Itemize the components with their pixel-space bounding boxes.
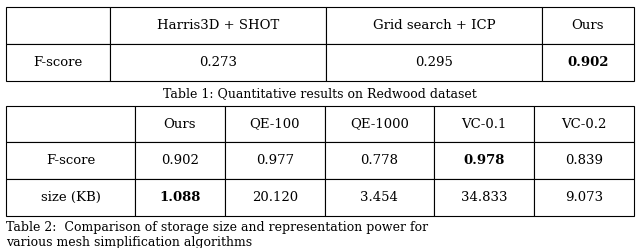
Text: 3.454: 3.454 — [360, 191, 398, 204]
Bar — [541, 7, 634, 44]
Bar — [324, 106, 434, 142]
Text: 1.088: 1.088 — [159, 191, 200, 204]
Text: 0.977: 0.977 — [256, 154, 294, 167]
Bar — [6, 179, 134, 216]
Text: VC-0.2: VC-0.2 — [561, 118, 606, 130]
Bar — [324, 142, 434, 179]
Bar — [225, 142, 324, 179]
Bar — [324, 179, 434, 216]
Text: size (KB): size (KB) — [40, 191, 100, 204]
Bar — [6, 142, 134, 179]
Text: Ours: Ours — [164, 118, 196, 130]
Bar — [134, 106, 225, 142]
Bar — [541, 44, 634, 81]
Bar — [110, 44, 326, 81]
Text: 0.839: 0.839 — [564, 154, 603, 167]
Bar — [534, 179, 634, 216]
Text: 0.978: 0.978 — [463, 154, 504, 167]
Bar — [6, 44, 110, 81]
Bar — [434, 106, 534, 142]
Text: 0.778: 0.778 — [360, 154, 398, 167]
Text: 0.902: 0.902 — [567, 56, 609, 69]
Text: VC-0.1: VC-0.1 — [461, 118, 507, 130]
Text: F-score: F-score — [34, 56, 83, 69]
Bar — [6, 7, 110, 44]
Bar — [434, 179, 534, 216]
Text: 0.295: 0.295 — [415, 56, 452, 69]
Text: Ours: Ours — [572, 19, 604, 32]
Text: F-score: F-score — [46, 154, 95, 167]
Text: 9.073: 9.073 — [564, 191, 603, 204]
Text: QE-100: QE-100 — [250, 118, 300, 130]
Bar — [534, 142, 634, 179]
Text: 0.273: 0.273 — [199, 56, 237, 69]
Bar — [134, 179, 225, 216]
Text: Table 1: Quantitative results on Redwood dataset: Table 1: Quantitative results on Redwood… — [163, 87, 477, 100]
Text: Table 2:  Comparison of storage size and representation power for
various mesh s: Table 2: Comparison of storage size and … — [6, 221, 429, 248]
Text: 34.833: 34.833 — [461, 191, 507, 204]
Bar — [326, 44, 541, 81]
Bar — [534, 106, 634, 142]
Bar — [326, 7, 541, 44]
Bar — [225, 179, 324, 216]
Text: Grid search + ICP: Grid search + ICP — [372, 19, 495, 32]
Text: Harris3D + SHOT: Harris3D + SHOT — [157, 19, 279, 32]
Text: 0.902: 0.902 — [161, 154, 199, 167]
Text: QE-1000: QE-1000 — [350, 118, 409, 130]
Bar — [6, 106, 134, 142]
Bar — [110, 7, 326, 44]
Bar — [134, 142, 225, 179]
Text: 20.120: 20.120 — [252, 191, 298, 204]
Bar — [434, 142, 534, 179]
Bar — [225, 106, 324, 142]
